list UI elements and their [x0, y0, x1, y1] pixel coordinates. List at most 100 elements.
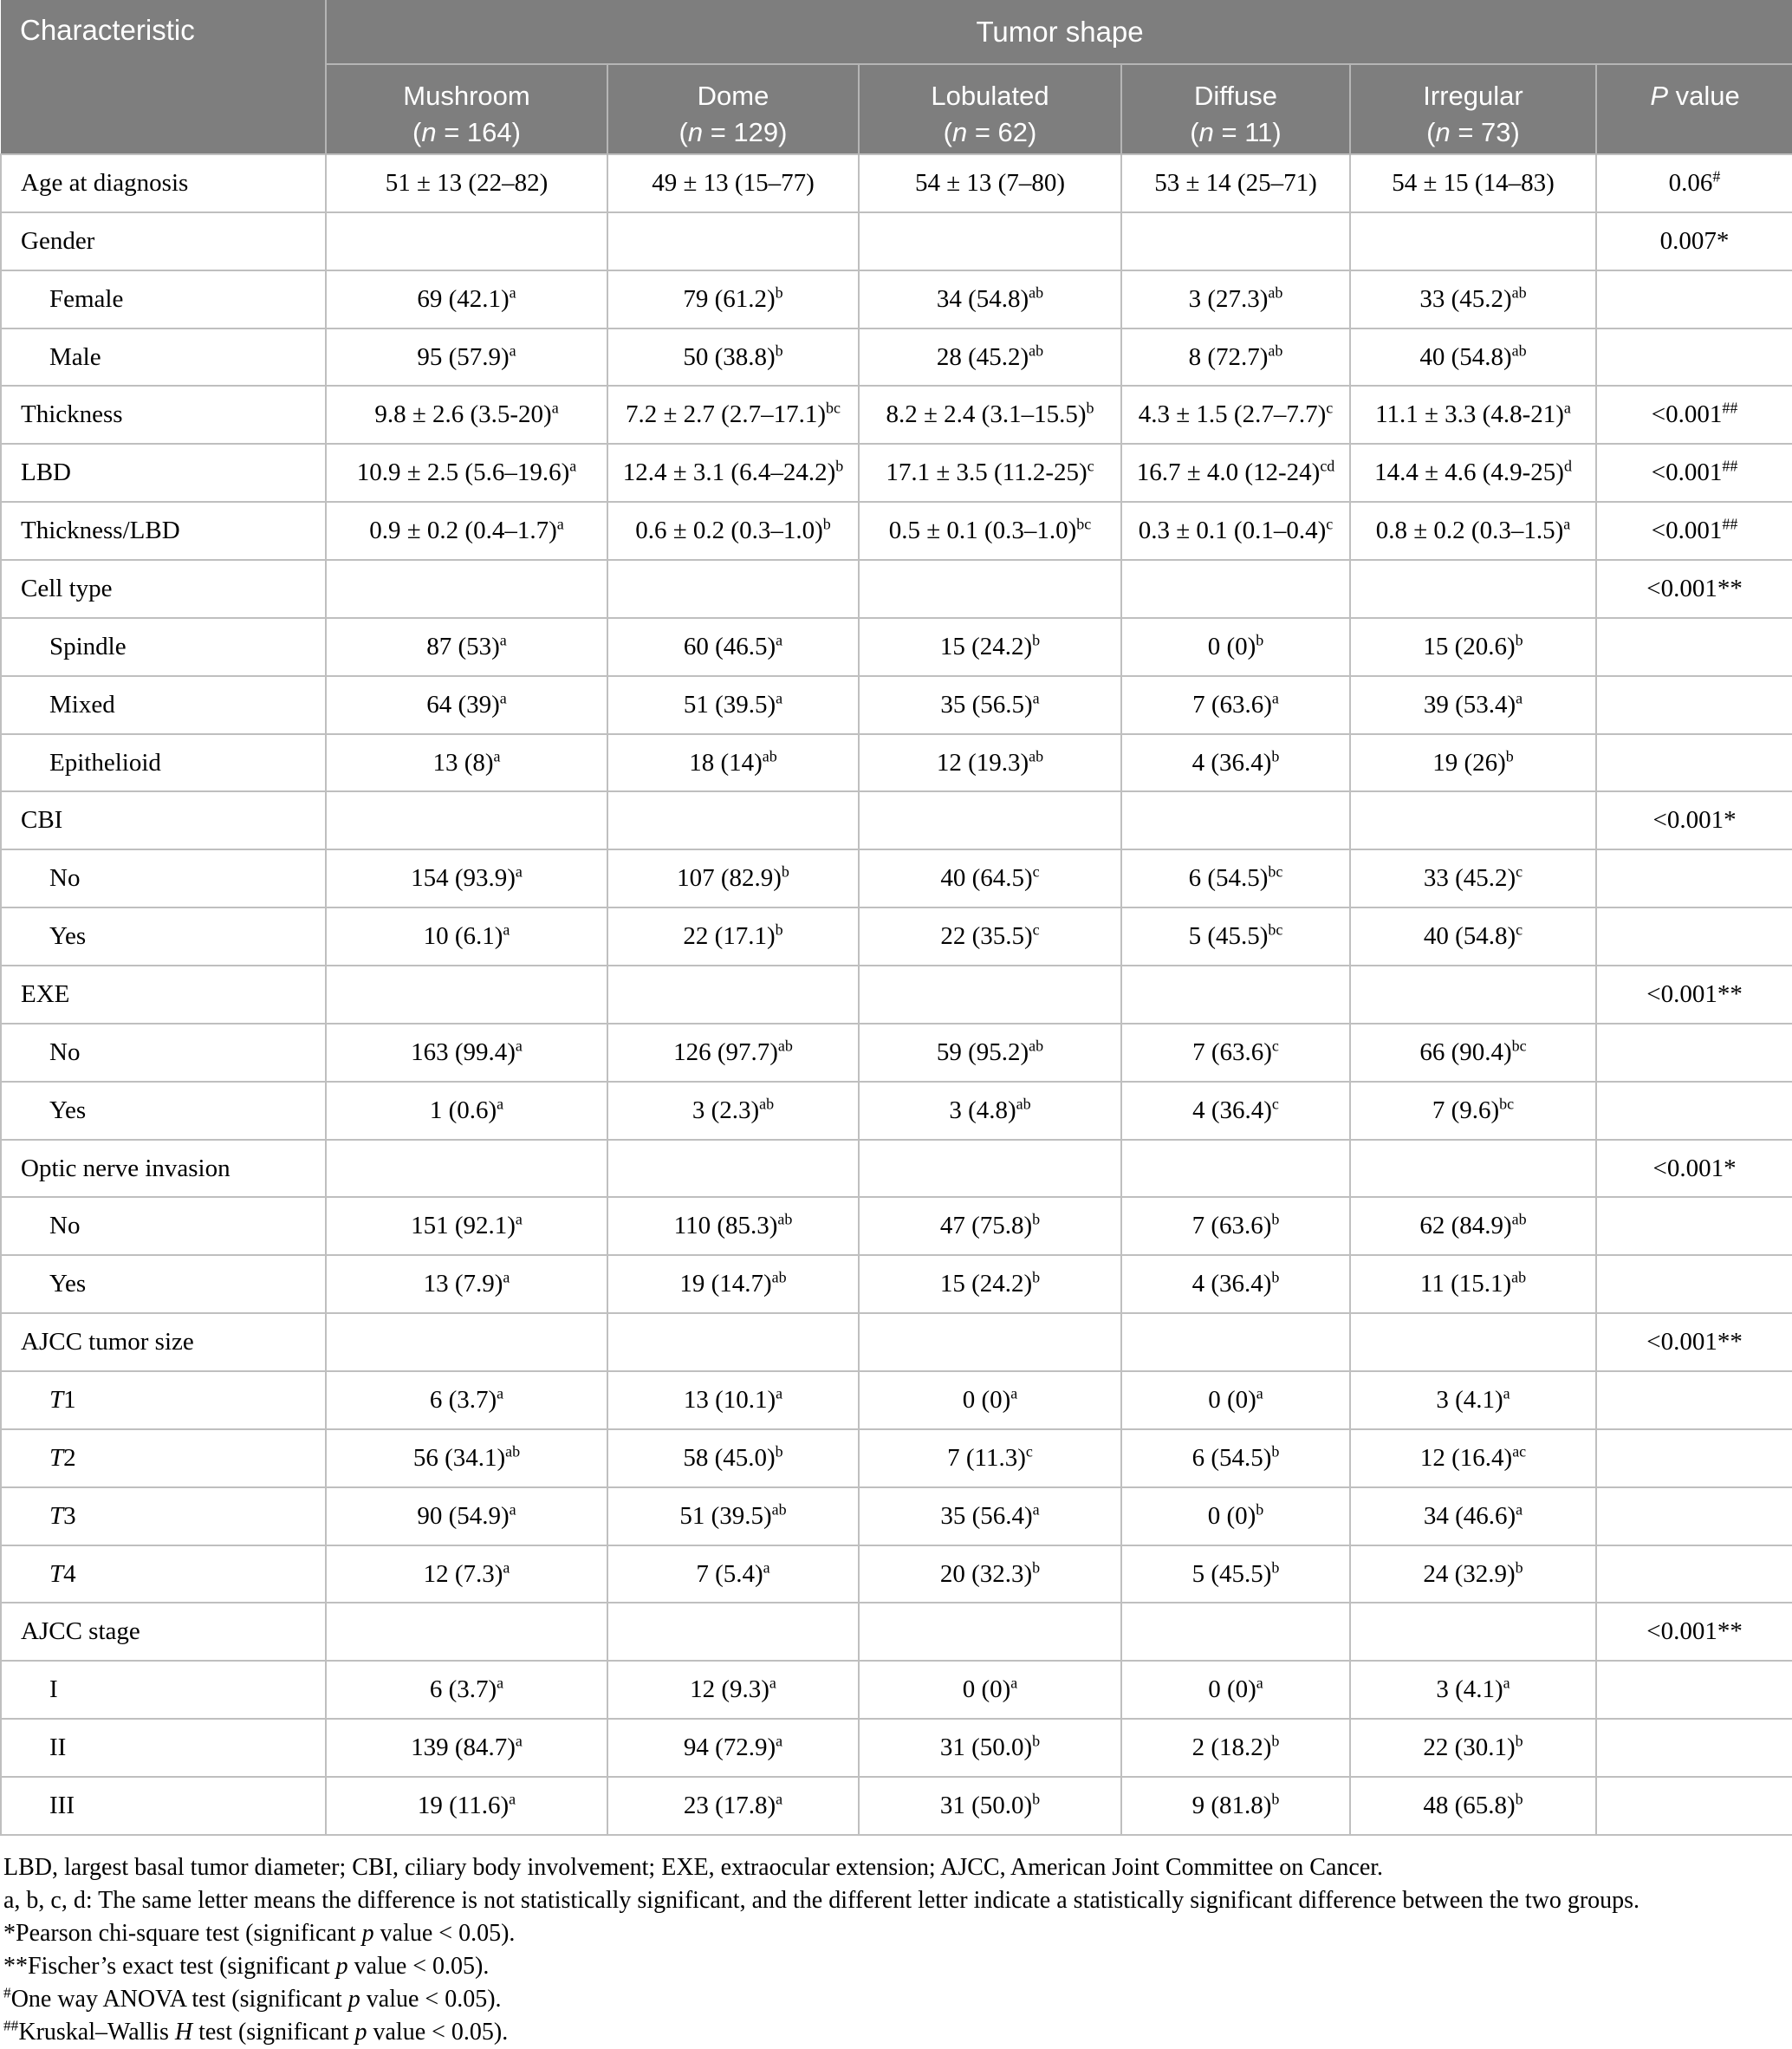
data-cell: 3 (4.8)ab	[858, 1080, 1122, 1141]
table-row: Yes 10 (6.1)a 22 (17.1)b 22 (35.5)c 5 (45.5)…	[0, 907, 1792, 967]
data-cell: 6 (54.5)bc	[1120, 849, 1351, 909]
table-row: Gender 0.007*	[0, 211, 1792, 271]
p-value-cell	[1594, 616, 1792, 677]
table-row: Optic nerve invasion <0.001*	[0, 1138, 1792, 1199]
row-label-cell: Thickness	[0, 385, 327, 446]
p-value-cell	[1594, 327, 1792, 387]
data-cell: 33 (45.2)ab	[1349, 269, 1597, 329]
data-cell	[1120, 559, 1351, 619]
group-header-irregular: Irregular (n = 73)	[1349, 64, 1596, 154]
data-cell: 19 (26)b	[1349, 732, 1597, 793]
header-row-2: Mushroom (n = 164) Dome (n = 129) Lobulated(…	[1, 64, 1792, 154]
table-row: Spindle 87 (53)a 60 (46.5)a 15 (24.2)b 0 (0)…	[0, 616, 1792, 677]
data-cell: 0 (0)a	[1120, 1370, 1351, 1430]
footnote-line: a, b, c, d: The same letter means the di…	[3, 1886, 1640, 1914]
table-row: Yes 1 (0.6)a 3 (2.3)ab 3 (4.8)ab 4 (36.4)c 7 …	[0, 1080, 1792, 1141]
data-cell: 1 (0.6)a	[325, 1080, 608, 1141]
table-row: Yes 13 (7.9)a 19 (14.7)ab 15 (24.2)b 4 (36.4…	[0, 1254, 1792, 1315]
group-header-dome: Dome (n = 129)	[607, 64, 859, 154]
data-cell: 7 (9.6)bc	[1349, 1080, 1597, 1141]
data-cell: 4 (36.4)b	[1120, 732, 1351, 793]
data-cell: 13 (8)a	[325, 732, 608, 793]
data-cell: 33 (45.2)c	[1349, 849, 1597, 909]
data-cell: 0 (0)b	[1120, 1486, 1351, 1546]
p-value-cell	[1594, 1022, 1792, 1083]
data-cell: 60 (46.5)a	[607, 616, 860, 677]
row-label-cell: AJCC tumor size	[0, 1312, 327, 1373]
row-label-cell: No	[0, 1196, 327, 1257]
p-value-cell	[1594, 1718, 1792, 1779]
table-row: No 154 (93.9)a 107 (82.9)b 40 (64.5)c 6 (54.…	[0, 849, 1792, 909]
data-cell	[1120, 965, 1351, 1024]
data-cell: 69 (42.1)a	[325, 269, 608, 329]
data-cell: 2 (18.2)b	[1120, 1718, 1351, 1779]
p-value-cell	[1594, 1544, 1792, 1604]
data-cell: 11 (15.1)ab	[1349, 1254, 1597, 1315]
p-value-cell	[1594, 269, 1792, 329]
data-cell: 7 (63.6)a	[1120, 674, 1351, 735]
table-row: Thickness 9.8 ± 2.6 (3.5-20)a 7.2 ± 2.7 (2…	[0, 385, 1792, 446]
row-label-cell: T3	[0, 1486, 327, 1546]
data-cell: 7 (11.3)c	[858, 1428, 1122, 1488]
data-cell: 66 (90.4)bc	[1349, 1022, 1597, 1083]
data-cell: 20 (32.3)b	[858, 1544, 1122, 1604]
data-cell: 13 (7.9)a	[325, 1254, 608, 1315]
table-row: LBD 10.9 ± 2.5 (5.6–19.6)a 12.4 ± 3.1 (6.4…	[0, 443, 1792, 504]
data-cell: 62 (84.9)ab	[1349, 1196, 1597, 1257]
footnote-line: LBD, largest basal tumor diameter; CBI, …	[3, 1853, 1384, 1881]
data-cell: 51 (39.5)a	[607, 674, 860, 735]
data-cell	[607, 559, 860, 619]
row-label-cell: Yes	[0, 907, 327, 967]
table-row: Thickness/LBD 0.9 ± 0.2 (0.4–1.7)a 0.6 ± 0…	[0, 501, 1792, 562]
data-cell	[858, 1602, 1122, 1662]
row-label-cell: Epithelioid	[0, 732, 327, 793]
data-cell: 22 (17.1)b	[607, 907, 860, 967]
data-cell	[858, 965, 1122, 1024]
table-row: T4 12 (7.3)a 7 (5.4)a 20 (32.3)b 5 (45.5)b 24…	[0, 1544, 1792, 1604]
data-cell: 35 (56.4)a	[858, 1486, 1122, 1546]
data-cell: 35 (56.5)a	[858, 674, 1122, 735]
data-cell: 0.8 ± 0.2 (0.3–1.5)a	[1349, 501, 1597, 562]
p-value-cell	[1594, 1776, 1792, 1836]
group-header-diffuse: Diffuse (n = 11)	[1120, 64, 1350, 154]
data-cell: 39 (53.4)a	[1349, 674, 1597, 735]
p-value-cell	[1594, 674, 1792, 735]
data-cell: 48 (65.8)b	[1349, 1776, 1597, 1836]
row-label-cell: EXE	[0, 965, 327, 1024]
data-cell	[607, 1312, 860, 1373]
row-label-cell: Male	[0, 327, 327, 387]
data-cell: 9 (81.8)b	[1120, 1776, 1351, 1836]
data-cell: 34 (46.6)a	[1349, 1486, 1597, 1546]
data-cell: 12 (19.3)ab	[858, 732, 1122, 793]
row-label-cell: Spindle	[0, 616, 327, 677]
data-cell: 12 (9.3)a	[607, 1660, 860, 1721]
data-cell: 94 (72.9)a	[607, 1718, 860, 1779]
data-cell: 59 (95.2)ab	[858, 1022, 1122, 1083]
p-value-cell	[1594, 732, 1792, 793]
data-cell: 0.6 ± 0.2 (0.3–1.0)b	[607, 501, 860, 562]
row-label-cell: Mixed	[0, 674, 327, 735]
data-cell	[1349, 211, 1597, 271]
data-cell: 54 ± 15 (14–83)	[1349, 153, 1597, 213]
table-row: AJCC tumor size <0.001**	[0, 1312, 1792, 1373]
data-cell: 107 (82.9)b	[607, 849, 860, 909]
characteristic-header: Characteristic	[1, 0, 327, 154]
data-cell	[1349, 1138, 1597, 1199]
p-value-cell	[1594, 1196, 1792, 1257]
data-cell	[607, 1138, 860, 1199]
row-label-cell: II	[0, 1718, 327, 1779]
p-value-cell: <0.001*	[1594, 790, 1792, 851]
p-value-header: P value	[1594, 64, 1792, 154]
data-cell: 0 (0)a	[858, 1370, 1122, 1430]
p-value-cell	[1594, 1428, 1792, 1488]
footnote-line: **Fischer’s exact test (significant p va…	[3, 1952, 490, 1980]
data-cell: 12 (16.4)ac	[1349, 1428, 1597, 1488]
data-cell	[1349, 1312, 1597, 1373]
data-cell	[1120, 1312, 1351, 1373]
data-cell: 19 (14.7)ab	[607, 1254, 860, 1315]
data-cell: 58 (45.0)b	[607, 1428, 860, 1488]
data-cell	[1120, 790, 1351, 851]
data-cell: 15 (24.2)b	[858, 616, 1122, 677]
data-cell	[325, 1602, 608, 1662]
